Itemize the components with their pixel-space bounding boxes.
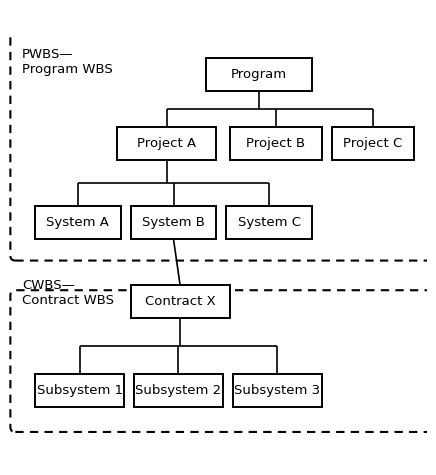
Text: System B: System B (142, 216, 205, 229)
Text: Project B: Project B (246, 137, 305, 150)
Text: Subsystem 3: Subsystem 3 (234, 384, 320, 397)
FancyBboxPatch shape (131, 206, 216, 239)
FancyBboxPatch shape (233, 374, 322, 407)
Text: Subsystem 1: Subsystem 1 (37, 384, 123, 397)
Text: Project C: Project C (343, 137, 402, 150)
Text: PWBS—
Program WBS: PWBS— Program WBS (22, 48, 112, 76)
FancyBboxPatch shape (229, 127, 322, 160)
FancyBboxPatch shape (10, 290, 432, 432)
Text: System C: System C (238, 216, 300, 229)
FancyBboxPatch shape (134, 374, 223, 407)
FancyBboxPatch shape (226, 206, 312, 239)
FancyBboxPatch shape (207, 58, 312, 91)
Text: Project A: Project A (137, 137, 197, 150)
Text: System A: System A (47, 216, 109, 229)
Text: Contract X: Contract X (145, 295, 215, 308)
FancyBboxPatch shape (10, 33, 432, 261)
Text: Subsystem 2: Subsystem 2 (136, 384, 221, 397)
Text: CWBS—
Contract WBS: CWBS— Contract WBS (22, 279, 114, 307)
FancyBboxPatch shape (35, 374, 124, 407)
FancyBboxPatch shape (332, 127, 414, 160)
FancyBboxPatch shape (131, 285, 229, 318)
Text: Program: Program (231, 68, 287, 81)
FancyBboxPatch shape (35, 206, 121, 239)
FancyBboxPatch shape (117, 127, 216, 160)
